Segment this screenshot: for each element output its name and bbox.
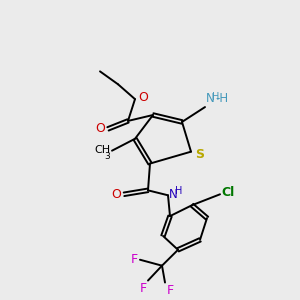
Text: H: H <box>212 92 219 102</box>
Text: CH: CH <box>94 145 110 155</box>
Text: -H: -H <box>215 92 229 105</box>
Text: S: S <box>196 148 205 160</box>
Text: F: F <box>130 253 138 266</box>
Text: O: O <box>139 91 148 104</box>
Text: O: O <box>95 122 105 135</box>
Text: F: F <box>167 284 174 297</box>
Text: Cl: Cl <box>221 186 235 199</box>
Text: N: N <box>206 92 214 105</box>
Text: O: O <box>111 188 121 201</box>
Text: N: N <box>169 188 177 201</box>
Text: H: H <box>175 186 182 196</box>
Text: 3: 3 <box>105 152 110 160</box>
Text: F: F <box>140 282 146 295</box>
